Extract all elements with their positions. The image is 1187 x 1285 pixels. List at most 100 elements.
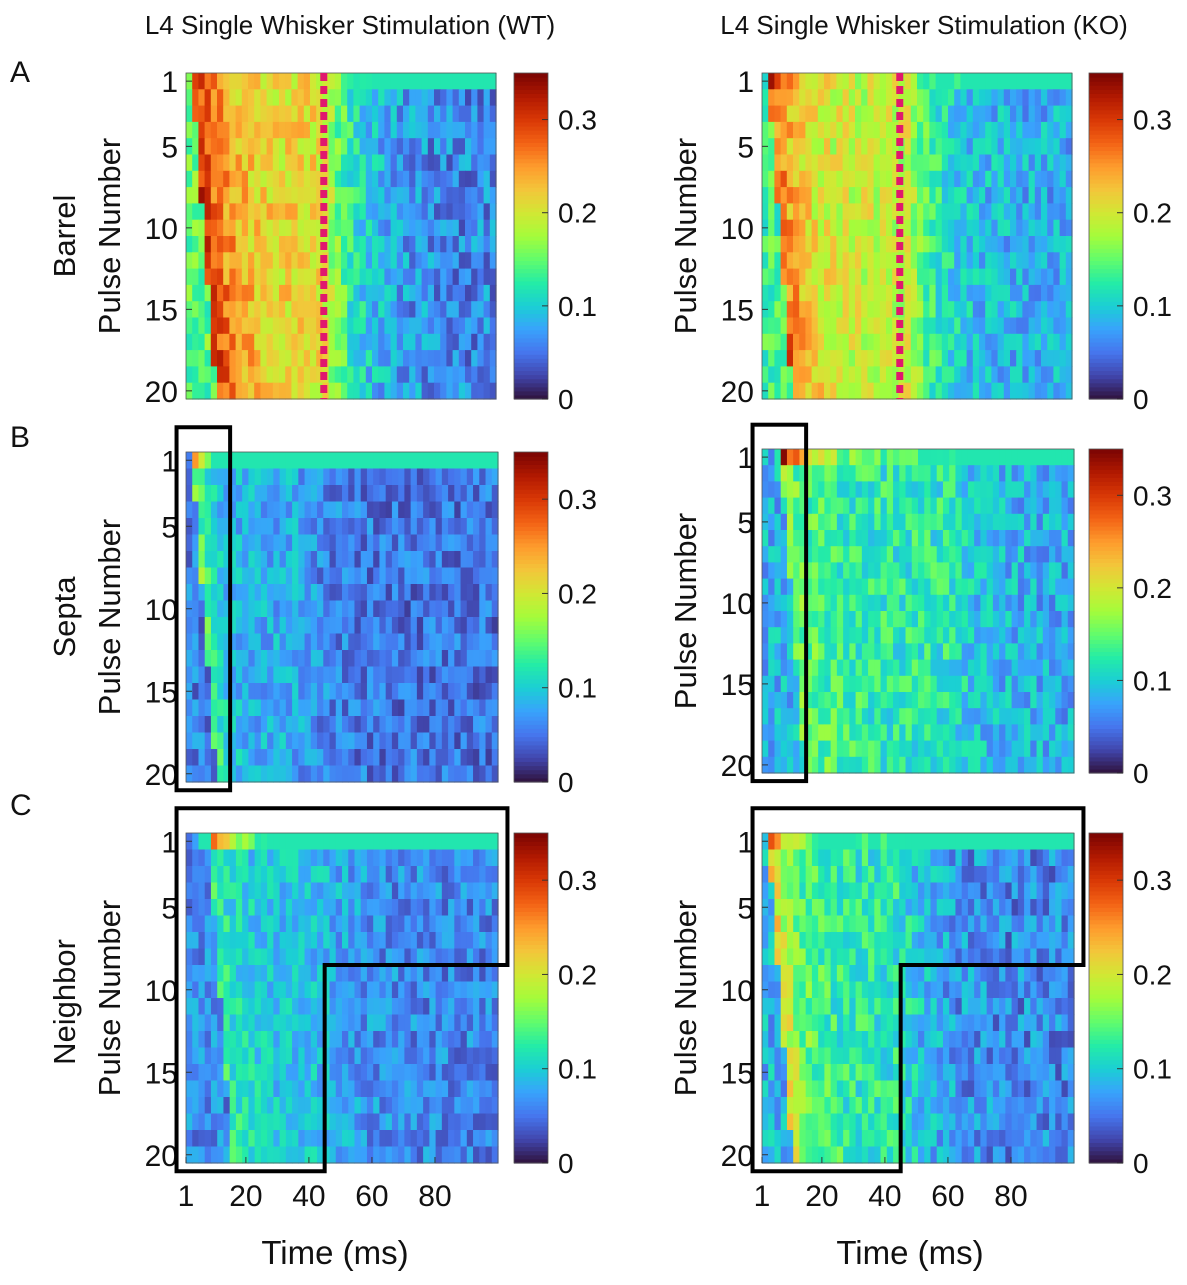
heatmap-cell: [991, 366, 999, 384]
heatmap-cell: [446, 105, 454, 123]
heatmap-cell: [1061, 481, 1069, 499]
colorbar-band: [1089, 329, 1123, 335]
colorbar-band: [1089, 313, 1123, 319]
heatmap-cell: [441, 866, 449, 884]
heatmap-cell: [378, 301, 385, 319]
heatmap-cell: [466, 501, 474, 519]
heatmap-cell: [204, 236, 212, 253]
heatmap-cell: [223, 219, 230, 237]
heatmap-cell: [986, 724, 994, 742]
heatmap-cell: [347, 301, 354, 319]
heatmap-cell: [780, 740, 788, 758]
heatmap-cell: [471, 203, 478, 221]
heatmap-cell: [434, 301, 441, 319]
heatmap-cell: [342, 915, 349, 933]
heatmap-cell: [348, 699, 356, 717]
heatmap-cell: [329, 915, 337, 933]
heatmap-cell: [323, 485, 331, 503]
heatmap-cell: [235, 650, 243, 668]
heatmap-cell: [1022, 121, 1030, 139]
heatmap-cell: [217, 732, 225, 750]
heatmap-cell: [429, 683, 437, 701]
heatmap-cell: [398, 452, 405, 470]
heatmap-cell: [1036, 562, 1044, 580]
heatmap-cell: [235, 317, 243, 335]
heatmap-cell: [398, 683, 405, 701]
heatmap-cell: [317, 915, 324, 933]
heatmap-cell: [1016, 301, 1023, 319]
heatmap-cell: [260, 932, 268, 950]
heatmap-cell: [986, 594, 994, 612]
heatmap-cell: [910, 284, 918, 302]
heatmap-cell: [254, 501, 262, 519]
heatmap-cell: [192, 154, 199, 172]
colorbar-band: [1089, 485, 1123, 491]
heatmap-cell: [868, 675, 875, 693]
heatmap-cell: [285, 89, 292, 107]
heatmap-cell: [354, 948, 362, 966]
heatmap-cell: [329, 501, 337, 519]
heatmap-cell: [980, 724, 988, 742]
heatmap-cell: [248, 501, 256, 519]
heatmap-cell: [279, 138, 286, 156]
heatmap-cell: [961, 513, 969, 531]
colorbar-band: [1089, 358, 1123, 363]
heatmap-cell: [360, 518, 368, 536]
heatmap-cell: [1011, 643, 1019, 661]
heatmap-cell: [242, 981, 249, 999]
heatmap-cell: [304, 584, 312, 602]
heatmap-cell: [955, 643, 963, 661]
colorbar-band: [514, 658, 548, 663]
heatmap-cell: [403, 333, 410, 351]
heatmap-cell: [774, 236, 782, 253]
heatmap-cell: [267, 932, 274, 950]
heatmap-cell: [217, 965, 225, 983]
heatmap-cell: [1034, 89, 1042, 107]
heatmap-cell: [266, 301, 274, 319]
heatmap-cell: [210, 948, 218, 966]
heatmap-cell: [291, 301, 299, 319]
heatmap-cells: [762, 73, 1073, 400]
heatmap-cell: [328, 333, 336, 351]
colorbar-band: [1089, 611, 1123, 616]
heatmap-cell: [391, 833, 399, 851]
heatmap-cell: [1047, 317, 1054, 335]
heatmap-cell: [310, 749, 318, 767]
heatmap-cell: [466, 882, 474, 900]
heatmap-cell: [379, 485, 387, 503]
heatmap-cell: [904, 154, 912, 172]
heatmap-cell: [429, 965, 437, 983]
heatmap-cell: [917, 187, 924, 204]
heatmap-cell: [446, 89, 454, 107]
heatmap-cell: [879, 366, 887, 384]
heatmap-cell: [1065, 333, 1073, 351]
heatmap-cell: [1030, 497, 1038, 515]
heatmap-cell: [279, 600, 287, 618]
heatmap-cell: [458, 366, 466, 384]
heatmap-cell: [310, 998, 318, 1016]
heatmap-cell: [354, 534, 362, 552]
heatmap-cell: [323, 584, 331, 602]
heatmap-cell: [1034, 382, 1042, 400]
heatmap-cell: [491, 600, 499, 618]
heatmap-cell: [817, 284, 825, 302]
heatmap-cell: [855, 692, 863, 709]
heatmap-cell: [248, 584, 256, 602]
heatmap-cell: [310, 732, 318, 750]
heatmap-cell: [1065, 268, 1073, 286]
heatmap-cell: [348, 518, 356, 536]
heatmap-cell: [198, 932, 206, 950]
heatmap-cell: [918, 692, 925, 709]
heatmap-cell: [348, 932, 356, 950]
heatmap-cell: [786, 578, 794, 596]
heatmap-cell: [960, 382, 968, 400]
heatmap-cell: [465, 219, 472, 237]
heatmap-cell: [762, 350, 769, 367]
heatmap-cell: [979, 73, 986, 90]
heatmap-cell: [328, 350, 336, 367]
heatmap-cell: [941, 366, 949, 384]
colorbar-band: [514, 534, 548, 540]
heatmap-cell: [248, 683, 256, 701]
heatmap-cell: [868, 659, 875, 677]
heatmap-cell: [830, 562, 838, 580]
